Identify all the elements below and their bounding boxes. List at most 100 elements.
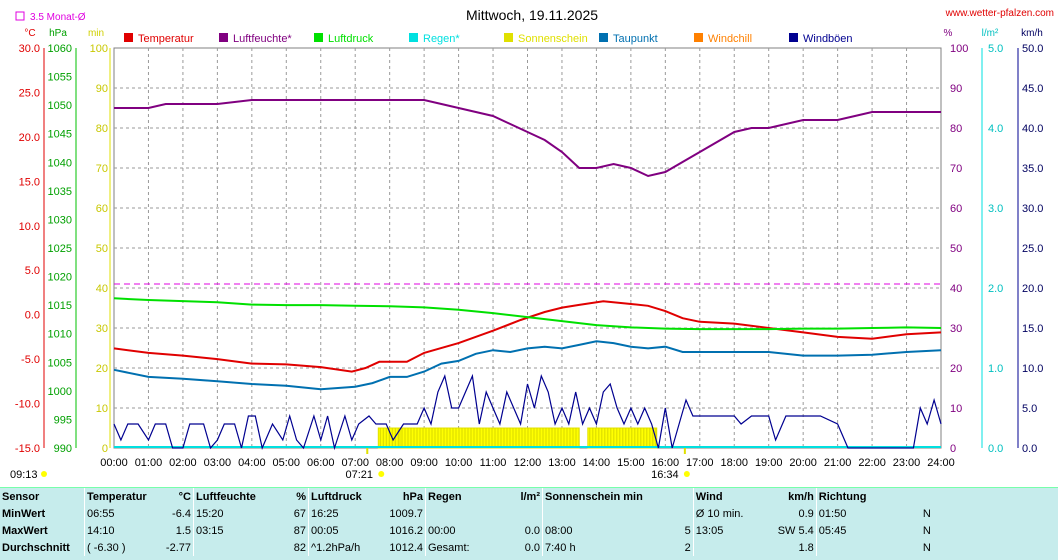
- stats-cell: 0.9: [798, 507, 814, 520]
- stats-cell: 03:15: [193, 522, 274, 539]
- time-tick: 11:00: [480, 457, 507, 469]
- rain-tick: 4.0: [988, 123, 1003, 135]
- hdr-temp-unit: °C: [178, 490, 191, 503]
- pct-tick: 100: [950, 43, 968, 55]
- time-tick: 09:00: [410, 457, 438, 469]
- wind-unit: km/h: [1021, 28, 1043, 39]
- press-tick: 1045: [48, 129, 72, 141]
- hdr-wind: Wind: [692, 488, 768, 505]
- time-tick: 22:00: [858, 457, 886, 469]
- press-tick: 1015: [48, 300, 72, 312]
- press-tick: 1060: [48, 43, 72, 55]
- time-tick: 02:00: [169, 457, 197, 469]
- rain-tick: 2.0: [988, 283, 1003, 295]
- windb-en-line: [113, 373, 942, 451]
- press-tick: 1050: [48, 100, 72, 112]
- stats-cell: N: [922, 524, 931, 537]
- temp-tick: 25.0: [19, 87, 40, 99]
- legend-swatch: [219, 33, 228, 42]
- legend-swatch: [694, 33, 703, 42]
- taupunkt-line: [113, 340, 942, 391]
- temperatur-line: [113, 300, 942, 373]
- pct-tick: 30: [950, 323, 962, 335]
- rain-tick: 3.0: [988, 203, 1003, 215]
- press-tick: 1030: [48, 214, 72, 226]
- stats-cell: 0.0: [524, 541, 540, 554]
- stats-cell: SW 5.4: [777, 524, 814, 537]
- legend-label: Taupunkt: [613, 33, 658, 45]
- legend-label: Temperatur: [138, 33, 194, 45]
- legend-label: Luftdruck: [328, 33, 374, 45]
- press-tick: 990: [54, 443, 72, 455]
- grid: [113, 47, 942, 449]
- sunset-icon: [683, 471, 690, 477]
- temp-tick: -15.0: [15, 443, 40, 455]
- wind-tick: 10.0: [1022, 363, 1043, 375]
- pct-tick: 80: [950, 123, 962, 135]
- stats-cell: 82: [293, 541, 306, 554]
- stats-cell: [645, 505, 694, 522]
- temp-tick: -5.0: [21, 354, 40, 366]
- stats-table: Sensor Temperatur °C Luftfeuchte % Luftd…: [0, 488, 933, 556]
- time-tick: 12:00: [514, 457, 542, 469]
- wind-tick: 20.0: [1022, 283, 1043, 295]
- chart-title: Mittwoch, 19.11.2025: [466, 7, 598, 23]
- stats-cell: 7:40 h: [541, 539, 645, 556]
- wind-tick: 0.0: [1022, 443, 1037, 455]
- stats-cell: ^1.2hPa/h: [308, 539, 373, 556]
- legend-label: Windböen: [803, 33, 853, 45]
- min-tick: 0: [102, 443, 108, 455]
- min-tick: 40: [96, 283, 108, 295]
- stats-row: Durchschnitt ( -6.30 ) -2.77 82 ^1.2hPa/h 101…: [0, 539, 933, 556]
- time-tick: 17:00: [686, 457, 714, 469]
- stats-cell: 01:50: [815, 505, 901, 522]
- stats-cell: Ø 10 min.: [692, 505, 768, 522]
- hdr-rain: Regen: [425, 488, 490, 505]
- press-tick: 1010: [48, 329, 72, 341]
- temp-tick: 30.0: [19, 43, 40, 55]
- luftdruck-line: [113, 297, 942, 331]
- temp-tick: 15.0: [19, 176, 40, 188]
- press-tick: 1055: [48, 72, 72, 84]
- stats-cell: [193, 539, 274, 556]
- hdr-dir: Richtung: [815, 488, 901, 505]
- hdr-sensor: Sensor: [2, 490, 40, 503]
- min-tick: 80: [96, 123, 108, 135]
- time-tick: 23:00: [893, 457, 921, 469]
- site-link[interactable]: www.wetter-pfalzen.com: [945, 8, 1054, 19]
- time-tick: 10:00: [445, 457, 473, 469]
- wind-tick: 25.0: [1022, 243, 1043, 255]
- legend-swatch: [504, 33, 513, 42]
- plot-area: [113, 99, 942, 451]
- time-tick: 16:00: [652, 457, 680, 469]
- legend-label: Sonnenschein: [518, 33, 588, 45]
- press-tick: 1035: [48, 186, 72, 198]
- legend-swatch: [314, 33, 323, 42]
- hdr-hum: Luftfeuchte: [193, 488, 274, 505]
- rain-tick: 0.0: [988, 443, 1003, 455]
- press-tick: 1020: [48, 272, 72, 284]
- avg-note: 3.5 Monat-Ø: [30, 12, 86, 23]
- time-tick: 24:00: [927, 457, 955, 469]
- stats-cell: Gesamt:: [425, 539, 490, 556]
- wind-tick: 35.0: [1022, 163, 1043, 175]
- wind-tick: 40.0: [1022, 123, 1043, 135]
- temp-tick: 0.0: [25, 310, 40, 322]
- hdr-sun-val: [645, 488, 694, 505]
- pct-tick: 60: [950, 203, 962, 215]
- press-tick: 995: [54, 414, 72, 426]
- press-unit: hPa: [49, 28, 67, 39]
- stats-cell: 15:20: [193, 505, 274, 522]
- press-tick: 1040: [48, 157, 72, 169]
- rain-unit: l/m²: [982, 28, 999, 39]
- time-tick: 18:00: [720, 457, 748, 469]
- time-tick: 15:00: [617, 457, 645, 469]
- wind-tick: 15.0: [1022, 323, 1043, 335]
- temp-tick: 20.0: [19, 132, 40, 144]
- temp-unit: °C: [24, 28, 35, 39]
- stats-cell: 1012.4: [389, 541, 423, 554]
- min-unit: min: [88, 28, 104, 39]
- wind-tick: 5.0: [1022, 403, 1037, 415]
- min-tick: 50: [96, 243, 108, 255]
- stats-cell: 1009.7: [389, 507, 423, 520]
